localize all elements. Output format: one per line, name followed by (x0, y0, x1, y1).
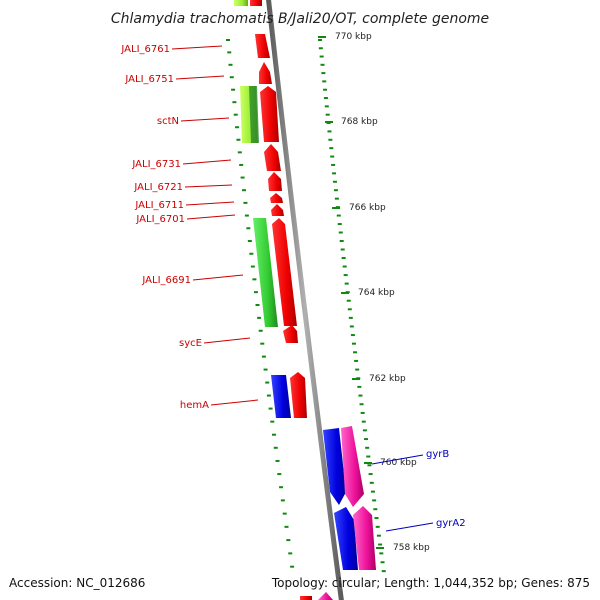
gene-top-red (250, 0, 262, 6)
gene-label-jali6731: JALI_6731 (131, 159, 181, 170)
gene-label-gyra2: gyrA2 (436, 518, 466, 529)
gene-bottom-red (300, 596, 312, 600)
scale-label-760: 760 kbp (380, 458, 417, 468)
gene-label-jali6711: JALI_6711 (134, 200, 184, 211)
gene-JALI_6721 (268, 172, 282, 191)
gene-JALI_6751 (259, 62, 272, 84)
gene-label-jali6721: JALI_6721 (133, 182, 183, 193)
gene-label-jali6701: JALI_6701 (135, 214, 185, 225)
gene-jali6691-partner (253, 218, 278, 327)
gene-sctN (260, 86, 279, 142)
gene-label-sctn: sctN (157, 116, 179, 127)
gene-bottom-partial (318, 592, 333, 600)
genome-backbone (266, 0, 344, 600)
major-ticks (318, 36, 384, 549)
gene-track-right (250, 0, 376, 600)
inner-tick-track (226, 39, 295, 568)
gene-track-left (234, 0, 358, 570)
gene-gyrB-partner (323, 428, 346, 505)
scale-label-762: 762 kbp (369, 374, 406, 384)
scale-label-770: 770 kbp (335, 32, 372, 42)
gene-gyrB (341, 426, 364, 507)
gene-JALI_6731 (264, 144, 281, 171)
gene-hemA-partner (271, 375, 291, 418)
gene-label-jali6751: JALI_6751 (124, 74, 174, 85)
gene-JALI_6691 (272, 218, 297, 326)
gene-JALI_6701 (271, 204, 284, 216)
scale-label-768: 768 kbp (341, 117, 378, 127)
gene-label-syce: sycE (179, 338, 202, 349)
gene-sctN-partner-dark (249, 86, 259, 143)
accession-label: Accession: NC_012686 (9, 576, 145, 590)
scale-label-758: 758 kbp (393, 543, 430, 553)
genome-summary: Topology: circular; Length: 1,044,352 bp… (271, 576, 590, 590)
gene-label-hema: hemA (180, 400, 209, 411)
gene-gyrA2 (353, 506, 376, 570)
gene-JALI_6711 (270, 193, 283, 203)
gene-label-gyrb: gyrB (426, 449, 449, 460)
scale-label-764: 764 kbp (358, 288, 395, 298)
gene-sycE (283, 325, 298, 343)
scale-labels: 770 kbp 768 kbp 766 kbp 764 kbp 762 kbp … (335, 32, 430, 553)
gene-hemA (290, 372, 307, 418)
gene-labels: JALI_6761 JALI_6751 sctN JALI_6731 JALI_… (120, 44, 466, 532)
gene-JALI_6761 (255, 34, 270, 58)
gene-label-jali6761: JALI_6761 (120, 44, 170, 55)
map-title: Chlamydia trachomatis B/Jali20/OT, compl… (111, 11, 489, 27)
gene-gyrA2-partner (334, 507, 358, 570)
gene-lime-top (234, 0, 248, 6)
outer-tick-track (318, 39, 386, 573)
gene-label-jali6691: JALI_6691 (141, 275, 191, 286)
scale-label-766: 766 kbp (349, 203, 386, 213)
